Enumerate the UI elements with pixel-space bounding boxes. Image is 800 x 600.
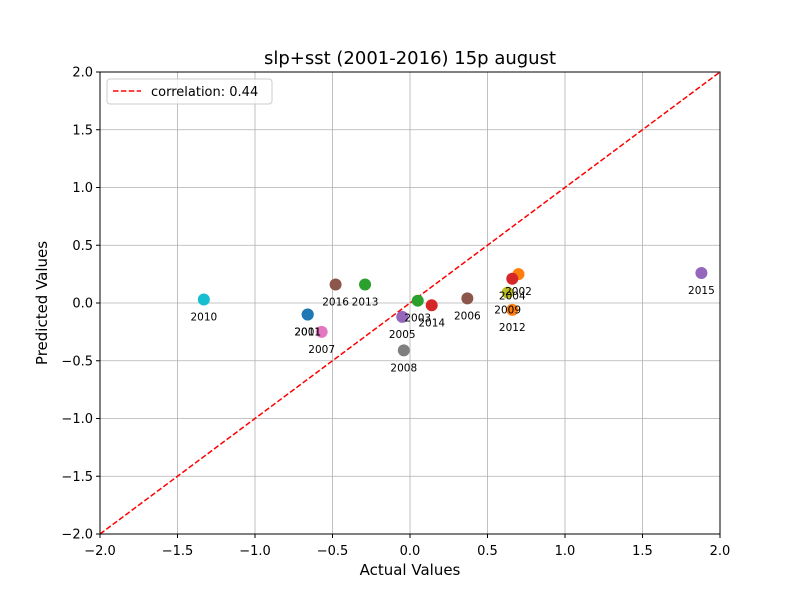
chart-title: slp+sst (2001-2016) 15p august xyxy=(264,48,556,69)
point-labels-layer: 2001 2002 2003 2004 2005 2006 2007 2008 2009 2010… xyxy=(190,285,714,374)
y-tick-label: −0.5 xyxy=(61,354,93,369)
point-label-2016: 2016 xyxy=(322,297,349,309)
y-tick-label: 0.0 xyxy=(72,297,93,312)
data-point-2011 xyxy=(301,308,314,321)
point-label-2002: 2002 xyxy=(505,286,532,298)
x-tick-label: 0.0 xyxy=(400,544,421,559)
point-label-2001: 2001 xyxy=(294,327,321,339)
legend-label: correlation: 0.44 xyxy=(151,85,258,100)
point-label-2015: 2015 xyxy=(688,285,715,297)
data-point-2009 xyxy=(501,286,514,299)
x-tick-label: −2.0 xyxy=(84,544,116,559)
x-tick-label: 1.5 xyxy=(632,544,653,559)
legend-box xyxy=(106,78,273,105)
data-point-2007 xyxy=(315,325,328,338)
data-point-2014 xyxy=(425,299,438,312)
data-point-2012 xyxy=(506,303,519,316)
data-point-2006 xyxy=(461,292,474,305)
y-tick-label: 1.5 xyxy=(72,123,93,138)
reference-line-layer xyxy=(99,71,721,535)
data-point-2015 xyxy=(695,266,708,279)
data-point-2013 xyxy=(359,278,372,291)
point-label-2004: 2004 xyxy=(499,291,526,303)
x-tick-label: −1.0 xyxy=(239,544,271,559)
data-point-2003 xyxy=(411,294,424,307)
point-label-2010: 2010 xyxy=(190,312,217,324)
x-tick-label: 0.5 xyxy=(477,544,498,559)
point-label-2005: 2005 xyxy=(389,329,416,341)
point-label-2003: 2003 xyxy=(404,313,431,325)
x-tick-label: −0.5 xyxy=(317,544,349,559)
data-point-2008 xyxy=(397,344,410,357)
point-label-2009: 2009 xyxy=(494,305,521,317)
ticks-layer: −2.0 −1.5 −1.0 −0.5 0.0 0.5 1.0 1.5 2.0 −2.0 −1.5 −… xyxy=(61,66,730,560)
legend: correlation: 0.44 xyxy=(106,78,273,105)
y-tick-label: 2.0 xyxy=(72,66,93,81)
point-label-2011: 2011 xyxy=(294,327,321,339)
data-point-2010 xyxy=(197,293,210,306)
point-label-2007: 2007 xyxy=(308,344,335,356)
x-axis-label: Actual Values xyxy=(360,561,461,579)
x-tick-label: 2.0 xyxy=(710,544,731,559)
point-label-2012: 2012 xyxy=(499,322,526,334)
correlation-line xyxy=(99,71,721,535)
point-label-2013: 2013 xyxy=(352,297,379,309)
data-point-2004 xyxy=(506,272,519,285)
point-label-2006: 2006 xyxy=(454,310,481,322)
point-label-2014: 2014 xyxy=(418,317,445,329)
x-tick-label: −1.5 xyxy=(162,544,194,559)
y-axis-label: Predicted Values xyxy=(33,241,51,365)
points-layer xyxy=(197,266,708,357)
y-tick-label: −1.5 xyxy=(61,470,93,485)
y-tick-label: 0.5 xyxy=(72,239,93,254)
data-point-2016 xyxy=(329,278,342,291)
y-tick-label: −1.0 xyxy=(61,412,93,427)
y-tick-label: 1.0 xyxy=(72,181,93,196)
point-label-2008: 2008 xyxy=(390,362,417,374)
data-point-2005 xyxy=(396,310,409,323)
y-tick-label: −2.0 xyxy=(61,528,93,543)
x-tick-label: 1.0 xyxy=(555,544,576,559)
